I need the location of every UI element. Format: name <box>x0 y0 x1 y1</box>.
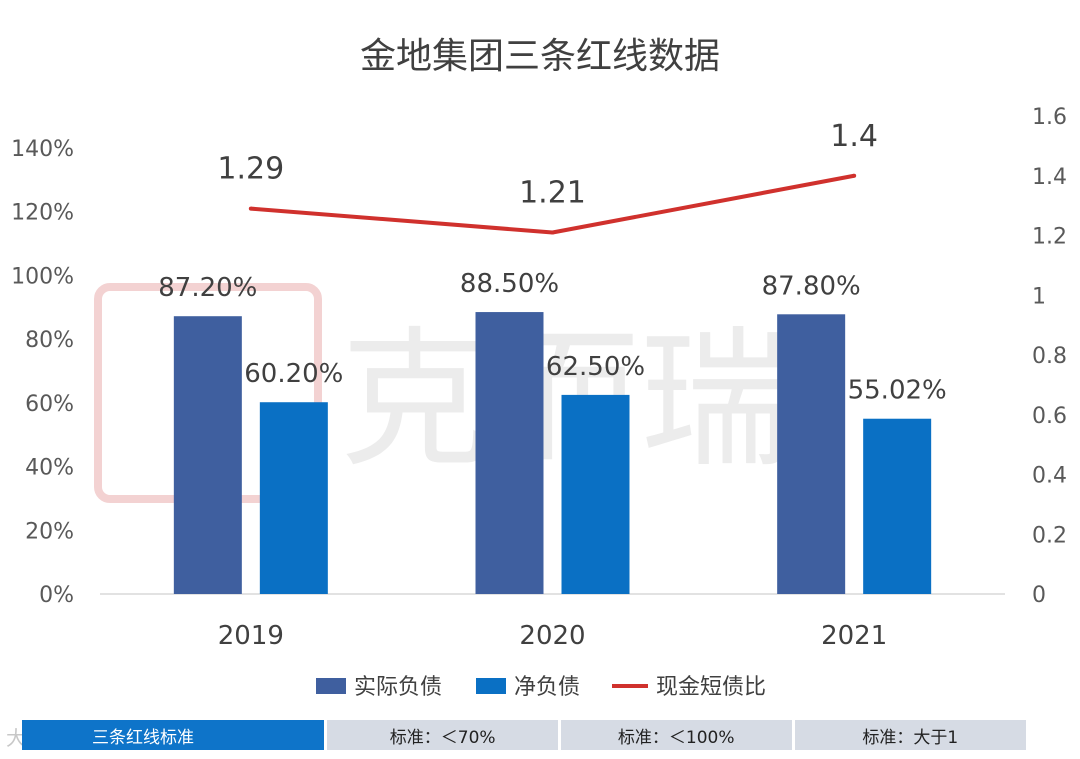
y-right-tick-label: 0.2 <box>1032 523 1067 548</box>
line-data-label: 1.29 <box>217 152 284 187</box>
bar-data-label: 87.20% <box>158 273 257 303</box>
x-tick-label: 2019 <box>218 621 284 651</box>
bar-data-label: 62.50% <box>546 352 645 382</box>
standards-table: 三条红线标准 标准：＜70% 标准：＜100% 标准：大于1 <box>22 720 1026 750</box>
bar <box>259 402 328 594</box>
line-point <box>248 206 253 211</box>
y-right-tick-label: 0.8 <box>1032 344 1067 369</box>
line-series: 1.29 1.21 1.4 <box>217 119 878 235</box>
y-right-tick-label: 1.2 <box>1032 225 1067 250</box>
bar-series: 87.20% 88.50% 87.80% 60.20% 62.50% 55.02% <box>158 269 947 594</box>
standards-header: 三条红线标准 <box>22 720 325 750</box>
y-right-tick-label: 1 <box>1032 284 1046 309</box>
y-left-tick-label: 80% <box>25 328 74 353</box>
x-tick-label: 2021 <box>821 621 887 651</box>
line-point <box>550 230 555 235</box>
y-left-tick-label: 20% <box>25 519 74 544</box>
y-left-tick-label: 40% <box>25 456 74 481</box>
bar <box>561 394 630 594</box>
bar <box>777 314 846 594</box>
y-left-tick-label: 60% <box>25 392 74 417</box>
legend-label: 净负债 <box>514 675 580 700</box>
y-axis-right: 0 0.2 0.4 0.6 0.8 1 1.2 1.4 1.6 <box>1032 105 1067 608</box>
standard-net-debt: 标准：＜100% <box>560 720 792 750</box>
bar <box>863 418 932 594</box>
y-axis-left: 0% 20% 40% 60% 80% 100% 120% 140% <box>11 137 74 608</box>
standard-cash-ratio: 标准：大于1 <box>794 720 1026 750</box>
standard-debt-ratio: 标准：＜70% <box>327 720 558 750</box>
bar-data-label: 87.80% <box>762 271 861 301</box>
legend-label: 现金短债比 <box>656 675 766 700</box>
y-left-tick-label: 0% <box>39 583 74 608</box>
y-right-tick-label: 0 <box>1032 583 1046 608</box>
y-right-tick-label: 0.6 <box>1032 404 1067 429</box>
y-right-tick-label: 1.6 <box>1032 105 1067 130</box>
bar-data-label: 55.02% <box>848 376 947 406</box>
legend: 实际负债 净负债 现金短债比 <box>316 675 766 700</box>
line-data-label: 1.21 <box>519 176 586 211</box>
y-right-tick-label: 0.4 <box>1032 464 1067 489</box>
legend-swatch <box>476 678 506 694</box>
x-tick-label: 2020 <box>519 621 585 651</box>
y-right-tick-label: 1.4 <box>1032 165 1067 190</box>
chart-title: 金地集团三条红线数据 <box>360 36 720 77</box>
y-left-tick-label: 100% <box>11 264 74 289</box>
legend-label: 实际负债 <box>354 675 442 700</box>
y-left-tick-label: 120% <box>11 201 74 226</box>
legend-swatch <box>316 678 346 694</box>
chart-canvas: 克而瑞 金地集团三条红线数据 0%20%40%60%80%100%120%140… <box>11 36 1067 700</box>
bar <box>173 316 242 594</box>
bar-data-label: 88.50% <box>460 269 559 299</box>
line-data-label: 1.4 <box>830 119 878 154</box>
bar-data-label: 60.20% <box>244 359 343 389</box>
bar <box>475 312 544 594</box>
y-left-tick-label: 140% <box>11 137 74 162</box>
x-axis-ticks: 2019 2020 2021 <box>218 621 888 651</box>
line-point <box>852 173 857 178</box>
